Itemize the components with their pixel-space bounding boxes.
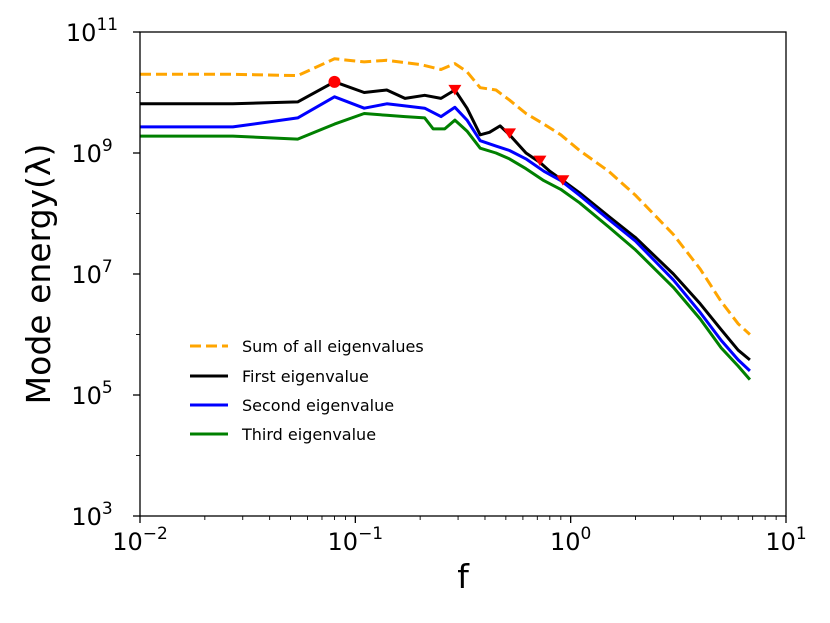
y-tick-label: 107: [71, 257, 112, 289]
legend-label-first: First eigenvalue: [242, 367, 369, 386]
x-tick-label: 101: [765, 524, 806, 556]
series-line-third: [140, 112, 752, 381]
y-tick-exponent: 9: [102, 136, 113, 156]
y-tick-base: 10: [66, 19, 97, 47]
x-tick-base: 10: [112, 528, 143, 556]
y-axis-label: Mode energy(λ): [19, 144, 58, 405]
peak-markers: [328, 75, 570, 186]
y-tick-label: 109: [71, 136, 112, 168]
y-tick-base: 10: [71, 382, 102, 410]
legend-label-third: Third eigenvalue: [241, 425, 376, 444]
x-tick-base: 10: [328, 528, 359, 556]
y-tick-exponent: 11: [96, 15, 118, 35]
x-tick-label: 10−2: [112, 524, 168, 556]
y-tick-label: 105: [71, 378, 112, 410]
series-lines: [140, 57, 752, 381]
x-axis-label: f: [457, 557, 470, 596]
y-tick-base: 10: [71, 503, 102, 531]
y-tick-exponent: 5: [102, 378, 113, 398]
y-tick-exponent: 7: [102, 257, 113, 277]
x-tick-exponent: −1: [358, 524, 383, 544]
peak-marker-triangle-1: [448, 84, 462, 96]
peak-marker-triangle-3: [533, 155, 547, 167]
y-tick-label: 103: [71, 499, 112, 531]
x-tick-label: 100: [550, 524, 591, 556]
x-tick-exponent: 0: [581, 524, 592, 544]
series-line-first: [140, 80, 751, 362]
peak-marker-circle: [328, 75, 341, 88]
y-tick-label: 1011: [66, 15, 118, 47]
legend-label-second: Second eigenvalue: [242, 396, 394, 415]
series-line-sum: [140, 57, 751, 336]
legend-label-sum: Sum of all eigenvalues: [242, 337, 424, 356]
x-tick-base: 10: [550, 528, 581, 556]
x-tick-base: 10: [765, 528, 796, 556]
peak-marker-triangle-2: [503, 128, 517, 139]
series-line-second: [140, 95, 751, 372]
y-tick-base: 10: [71, 140, 102, 168]
x-tick-exponent: 1: [796, 524, 807, 544]
x-tick-exponent: −2: [143, 524, 168, 544]
legend: Sum of all eigenvalues First eigenvalue …: [190, 337, 424, 444]
y-tick-exponent: 3: [102, 499, 113, 519]
y-tick-base: 10: [71, 261, 102, 289]
peak-marker-triangle-4: [556, 175, 570, 186]
x-tick-label: 10−1: [328, 524, 384, 556]
